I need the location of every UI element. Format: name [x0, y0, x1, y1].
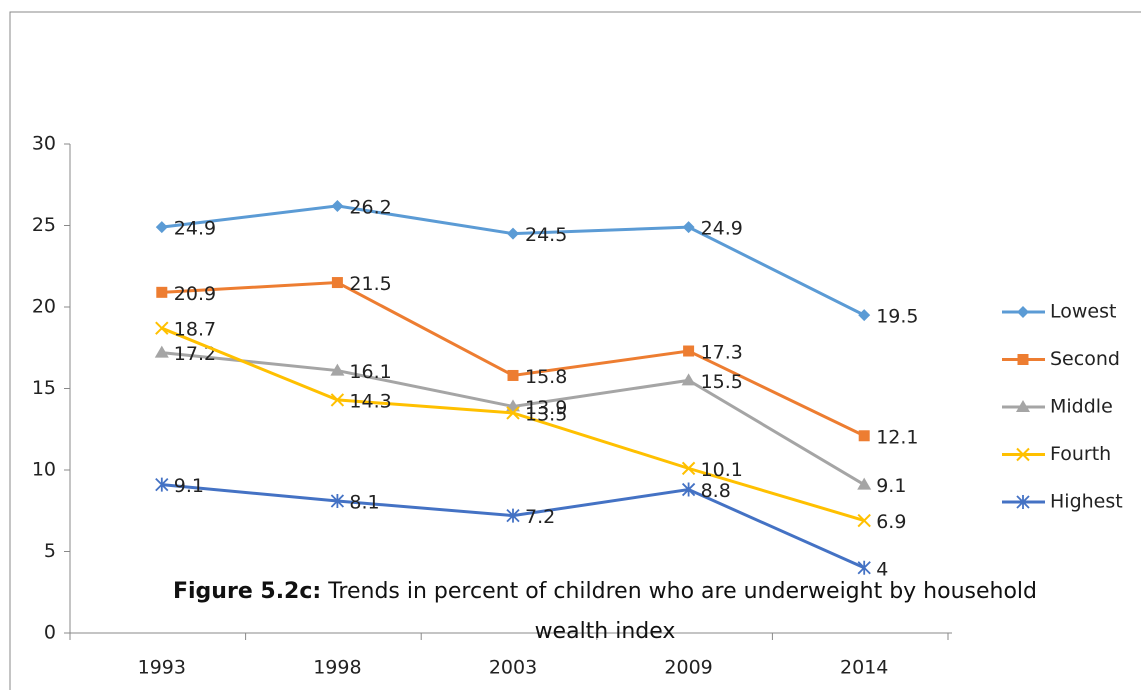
- point-marker: [858, 309, 871, 322]
- y-tick-label: 5: [44, 540, 56, 562]
- point-marker: [681, 461, 696, 476]
- point-marker: [330, 493, 345, 508]
- data-label: 18.7: [174, 319, 216, 341]
- data-label: 14.3: [349, 390, 391, 412]
- legend-label: Fourth: [1050, 443, 1111, 465]
- data-label: 13.5: [525, 403, 567, 425]
- data-label: 13.9: [525, 397, 567, 419]
- x-tick-label: 1993: [138, 657, 186, 679]
- y-tick-label: 0: [44, 622, 56, 644]
- legend-marker: [1017, 306, 1029, 318]
- data-label: 12.1: [876, 426, 918, 448]
- data-label: 24.9: [701, 218, 743, 240]
- point-marker: [857, 560, 871, 575]
- data-label: 8.1: [349, 491, 379, 513]
- point-marker: [507, 369, 519, 381]
- point-marker: [154, 345, 169, 358]
- legend-marker: [1016, 447, 1030, 462]
- legend-label: Middle: [1050, 396, 1113, 418]
- data-label: 20.9: [174, 283, 216, 305]
- point-marker: [683, 345, 695, 357]
- point-marker: [156, 286, 168, 298]
- series-line: [161, 204, 865, 317]
- legend-label: Highest: [1050, 491, 1123, 513]
- point-marker: [330, 393, 345, 407]
- legend-marker: [1017, 354, 1029, 365]
- title-text: Trends in percent of children who are un…: [328, 579, 1038, 644]
- data-label: 16.1: [349, 361, 391, 383]
- point-marker: [330, 363, 345, 376]
- point-marker: [506, 508, 520, 523]
- data-label: 19.5: [876, 306, 918, 328]
- series-line: [161, 483, 865, 570]
- data-label: 8.8: [701, 480, 731, 502]
- x-tick-label: 1998: [313, 657, 361, 679]
- x-tick-label: 2014: [840, 657, 888, 679]
- data-label: 24.5: [525, 224, 567, 246]
- point-marker: [155, 321, 169, 335]
- point-marker: [681, 482, 696, 497]
- data-label: 9.1: [876, 475, 906, 497]
- y-tick-label: 15: [32, 377, 56, 399]
- x-tick-label: 2009: [664, 657, 712, 679]
- data-label: 10.1: [701, 459, 743, 481]
- data-label: 15.8: [525, 366, 567, 388]
- y-tick-label: 20: [32, 296, 56, 318]
- point-marker: [506, 406, 520, 420]
- point-marker: [681, 373, 696, 386]
- point-marker: [858, 430, 870, 442]
- data-label: 6.9: [876, 511, 906, 533]
- data-label: 4: [876, 558, 888, 580]
- data-label: 21.5: [349, 273, 391, 295]
- x-tick-label: 2003: [489, 657, 537, 679]
- data-label: 15.5: [701, 371, 743, 393]
- y-tick-label: 30: [32, 133, 56, 155]
- data-label: 9.1: [174, 475, 204, 497]
- point-marker: [155, 221, 168, 234]
- chart-title: Figure 5.2c: Trends in percent of childr…: [150, 572, 1060, 652]
- point-marker: [682, 221, 695, 234]
- legend-label: Lowest: [1050, 301, 1116, 323]
- point-marker: [155, 477, 169, 492]
- data-label: 24.9: [174, 218, 216, 240]
- data-label: 17.3: [701, 342, 743, 364]
- point-marker: [857, 513, 871, 528]
- y-tick-label: 25: [32, 214, 56, 236]
- legend-marker: [1016, 495, 1030, 509]
- data-label: 26.2: [349, 196, 391, 218]
- legend-marker: [1016, 400, 1030, 412]
- point-marker: [331, 199, 344, 212]
- data-label: 17.2: [174, 343, 216, 365]
- legend-label: Second: [1050, 348, 1120, 370]
- point-marker: [857, 477, 872, 490]
- data-label: 7.2: [525, 506, 555, 528]
- frame: [9, 11, 1141, 690]
- series-line: [161, 326, 865, 522]
- y-tick-label: 10: [32, 459, 56, 481]
- point-marker: [507, 227, 519, 240]
- point-marker: [331, 277, 343, 289]
- title-label: Figure 5.2c:: [172, 579, 322, 604]
